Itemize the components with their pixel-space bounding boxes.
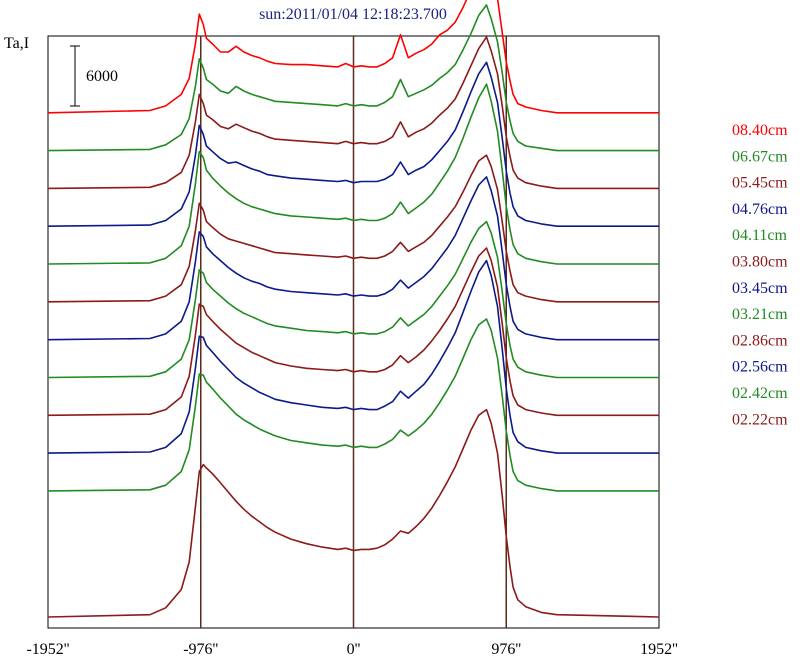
series-line-10: [47, 318, 659, 492]
legend-entry-4: 04.11cm: [732, 227, 788, 244]
series-line-9: [47, 259, 659, 454]
series-line-5: [47, 154, 659, 303]
series-line-6: [47, 176, 659, 341]
x-tick-label-1: -976'': [183, 641, 218, 658]
series-line-4: [47, 83, 659, 265]
x-tick-label-0: -1952'': [26, 641, 69, 658]
series-line-2: [47, 36, 659, 190]
x-tick-label-4: 1952'': [640, 641, 678, 658]
legend-entry-10: 02.42cm: [732, 385, 788, 402]
legend-entry-0: 08.40cm: [732, 122, 788, 139]
series-line-8: [47, 247, 659, 417]
x-axis-tick-labels: -1952'' -976'' 0'' 976'' 1952'': [26, 641, 678, 658]
legend-entry-7: 03.21cm: [732, 306, 788, 323]
series-lines: [47, 0, 660, 618]
legend-entry-8: 02.86cm: [732, 332, 788, 349]
series-line-1: [47, 4, 659, 152]
legend-entry-11: 02.22cm: [732, 411, 788, 428]
vertical-reference-lines: [200, 36, 507, 628]
legend-entry-5: 03.80cm: [732, 254, 788, 271]
series-line-7: [47, 220, 659, 379]
scale-bar: 6000: [70, 45, 118, 107]
legend-entry-9: 02.56cm: [732, 359, 788, 376]
x-tick-label-3: 976'': [491, 641, 521, 658]
x-tick-label-2: 0'': [347, 641, 361, 658]
y-axis-label: Ta,I: [4, 35, 29, 52]
chart-title: sun:2011/01/04 12:18:23.700: [259, 6, 447, 23]
series-line-0: [47, 0, 659, 114]
series-line-11: [47, 408, 660, 618]
series-line-3: [47, 61, 659, 227]
legend-entry-3: 04.76cm: [732, 201, 788, 218]
legend: 08.40cm 06.67cm 05.45cm 04.76cm 04.11cm 03.80…: [732, 122, 788, 428]
legend-entry-1: 06.67cm: [732, 148, 788, 165]
scale-bar-label: 6000: [86, 68, 118, 85]
legend-entry-2: 05.45cm: [732, 175, 788, 192]
legend-entry-6: 03.45cm: [732, 280, 788, 297]
